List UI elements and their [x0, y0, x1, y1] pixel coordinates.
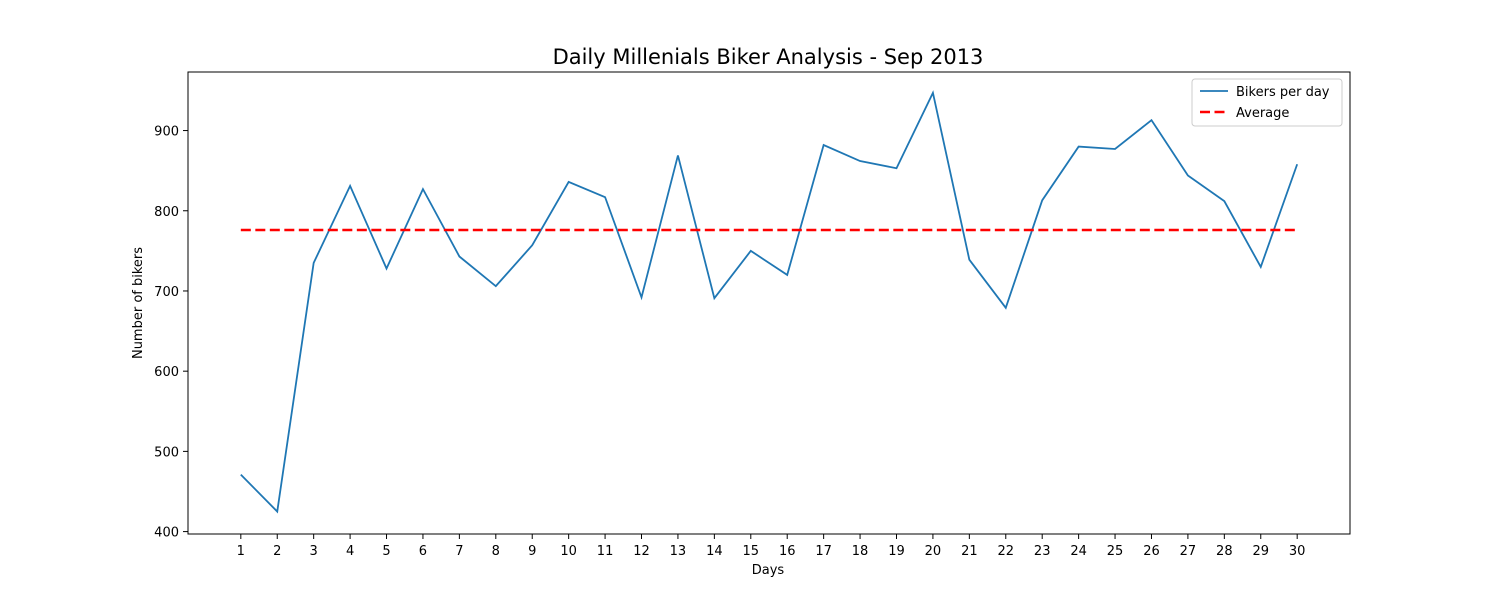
x-tick-label: 19 — [888, 544, 905, 559]
legend-label-2: Average — [1236, 106, 1289, 121]
x-tick-label: 24 — [1070, 544, 1087, 559]
x-tick-label: 22 — [997, 544, 1014, 559]
y-tick-label: 500 — [154, 445, 179, 460]
x-tick-label: 13 — [670, 544, 687, 559]
y-tick-label: 900 — [154, 125, 179, 140]
x-tick-label: 7 — [455, 544, 463, 559]
series-line-1 — [240, 90, 1299, 514]
x-axis-label: Days — [752, 563, 785, 578]
plot-area: 1 2 3 4 5 6 7 8 9 10 11 12 13 14 15 16 17 18 19 20 21 22 23 24 2… — [154, 71, 1351, 559]
chart-title: Daily Millenials Biker Analysis - Sep 20… — [553, 45, 984, 69]
x-tick-label: 1 — [237, 544, 245, 559]
legend-box — [1191, 78, 1343, 127]
x-tick-label: 18 — [852, 544, 869, 559]
x-tick-label: 17 — [815, 544, 832, 559]
x-tick-label: 28 — [1216, 544, 1233, 559]
legend: Bikers per day Average — [1191, 78, 1343, 127]
y-axis-label: Number of bikers — [131, 247, 146, 359]
x-tick-label: 12 — [633, 544, 650, 559]
x-tick-label: 27 — [1180, 544, 1197, 559]
x-tick-label: 15 — [743, 544, 760, 559]
x-tick-label: 9 — [528, 544, 536, 559]
x-tick-label: 21 — [961, 544, 978, 559]
x-tick-label: 10 — [560, 544, 577, 559]
y-tick-label: 400 — [154, 526, 179, 541]
x-tick-label: 29 — [1252, 544, 1269, 559]
y-tick-label: 600 — [154, 365, 179, 380]
x-tick-label: 5 — [382, 544, 390, 559]
x-tick-label: 8 — [492, 544, 500, 559]
x-tick-label: 6 — [419, 544, 427, 559]
x-tick-label: 16 — [779, 544, 796, 559]
x-tick-label: 14 — [706, 544, 723, 559]
x-tick-label: 11 — [597, 544, 614, 559]
x-tick-label: 30 — [1289, 544, 1306, 559]
x-tick-label: 26 — [1143, 544, 1160, 559]
y-tick-label: 700 — [154, 285, 179, 300]
x-tick-label: 2 — [273, 544, 281, 559]
x-tick-label: 3 — [310, 544, 318, 559]
x-tick-label: 20 — [925, 544, 942, 559]
x-tick-label: 25 — [1107, 544, 1124, 559]
x-tick-label: 4 — [346, 544, 354, 559]
x-tick-label: 23 — [1034, 544, 1051, 559]
y-tick-label: 800 — [154, 205, 179, 220]
plot-frame — [187, 71, 1351, 535]
legend-label-1: Bikers per day — [1236, 85, 1330, 100]
